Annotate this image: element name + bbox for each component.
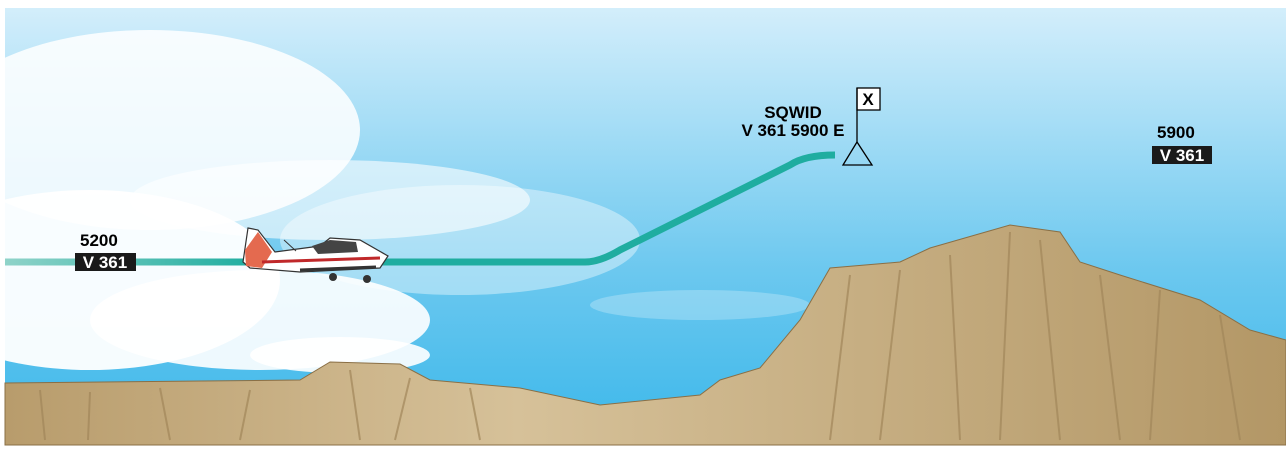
airplane xyxy=(242,227,389,283)
airway-label: V 361 xyxy=(83,253,127,272)
clouds xyxy=(0,30,810,373)
altitude-label: 5900 xyxy=(1157,123,1195,142)
fix-symbol: X xyxy=(862,90,874,109)
fix-detail: V 361 5900 E xyxy=(741,121,844,140)
fix-name: SQWID xyxy=(764,103,822,122)
airway-box xyxy=(75,253,136,271)
altitude-label: 5200 xyxy=(80,231,118,250)
terrain xyxy=(4,224,1286,446)
airway-label: V 361 xyxy=(1160,146,1204,165)
airway-box xyxy=(1152,146,1212,164)
fix-marker xyxy=(841,87,881,166)
route xyxy=(5,151,1286,266)
